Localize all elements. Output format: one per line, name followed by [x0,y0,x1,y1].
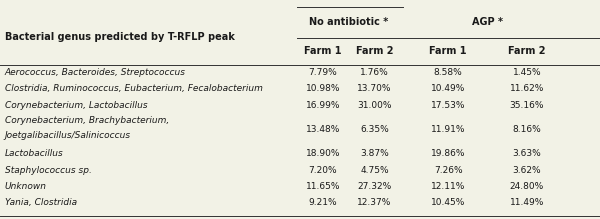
Text: 1.76%: 1.76% [360,68,389,77]
Text: 7.26%: 7.26% [434,166,463,175]
Text: Clostridia, Ruminococcus, Eubacterium, Fecalobacterium: Clostridia, Ruminococcus, Eubacterium, F… [5,85,263,94]
Text: 7.79%: 7.79% [308,68,337,77]
Text: 19.86%: 19.86% [431,150,466,159]
Text: Farm 1: Farm 1 [304,46,341,57]
Text: Joetgalibacillus/Salinicoccus: Joetgalibacillus/Salinicoccus [5,131,131,140]
Text: 12.11%: 12.11% [431,182,466,191]
Text: 10.45%: 10.45% [431,198,466,207]
Text: Staphylococcus sp.: Staphylococcus sp. [5,166,92,175]
Text: 18.90%: 18.90% [305,150,340,159]
Text: 8.58%: 8.58% [434,68,463,77]
Text: 17.53%: 17.53% [431,101,466,110]
Text: 12.37%: 12.37% [357,198,392,207]
Text: Aerococcus, Bacteroides, Streptococcus: Aerococcus, Bacteroides, Streptococcus [5,68,186,77]
Text: 4.75%: 4.75% [360,166,389,175]
Text: 3.87%: 3.87% [360,150,389,159]
Text: AGP *: AGP * [472,18,503,27]
Text: 27.32%: 27.32% [357,182,392,191]
Text: 1.45%: 1.45% [512,68,541,77]
Text: Unknown: Unknown [5,182,47,191]
Text: Yania, Clostridia: Yania, Clostridia [5,198,77,207]
Text: 24.80%: 24.80% [509,182,544,191]
Text: 13.70%: 13.70% [357,85,392,94]
Text: Bacterial genus predicted by T-RFLP peak: Bacterial genus predicted by T-RFLP peak [5,32,235,42]
Text: Corynebacterium, Brachybacterium,: Corynebacterium, Brachybacterium, [5,116,169,125]
Text: 11.65%: 11.65% [305,182,340,191]
Text: 8.16%: 8.16% [512,125,541,134]
Text: 10.98%: 10.98% [305,85,340,94]
Text: Farm 1: Farm 1 [430,46,467,57]
Text: Corynebacterium, Lactobacillus: Corynebacterium, Lactobacillus [5,101,148,110]
Text: Farm 2: Farm 2 [356,46,393,57]
Text: Lactobacillus: Lactobacillus [5,150,64,159]
Text: 11.91%: 11.91% [431,125,466,134]
Text: No antibiotic *: No antibiotic * [309,18,388,27]
Text: 10.49%: 10.49% [431,85,466,94]
Text: 16.99%: 16.99% [305,101,340,110]
Text: 7.20%: 7.20% [308,166,337,175]
Text: 11.62%: 11.62% [509,85,544,94]
Text: 3.62%: 3.62% [512,166,541,175]
Text: 31.00%: 31.00% [357,101,392,110]
Text: 3.63%: 3.63% [512,150,541,159]
Text: Farm 2: Farm 2 [508,46,545,57]
Text: 35.16%: 35.16% [509,101,544,110]
Text: 9.21%: 9.21% [308,198,337,207]
Text: 6.35%: 6.35% [360,125,389,134]
Text: 11.49%: 11.49% [509,198,544,207]
Text: 13.48%: 13.48% [305,125,340,134]
